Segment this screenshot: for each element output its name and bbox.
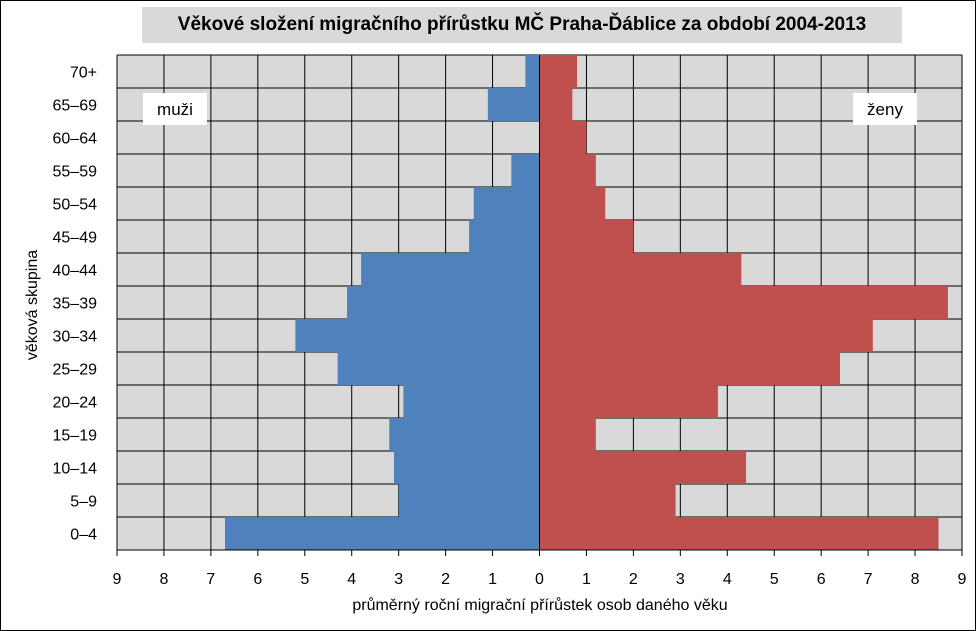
y-tick-label: 25–29 <box>53 362 98 379</box>
bar-muzi <box>398 484 540 517</box>
bar-muzi <box>389 418 540 451</box>
y-tick-label: 40–44 <box>53 263 98 280</box>
x-tick-label: 8 <box>159 571 168 588</box>
y-tick-label: 55–59 <box>53 164 98 181</box>
bar-zeny <box>539 220 634 253</box>
x-tick-label: 9 <box>113 571 122 588</box>
x-tick-label: 6 <box>817 571 826 588</box>
y-tick-label: 60–64 <box>53 131 98 148</box>
bar-muzi <box>473 187 540 220</box>
y-tick-label: 10–14 <box>53 461 98 478</box>
y-tick-label: 35–39 <box>53 296 98 313</box>
bar-muzi <box>347 286 540 319</box>
bar-zeny <box>539 418 596 451</box>
bar-zeny <box>539 154 596 187</box>
bar-zeny <box>539 187 606 220</box>
y-tick-label: 50–54 <box>53 197 98 214</box>
x-tick-label: 1 <box>488 571 497 588</box>
bar-zeny <box>539 517 939 550</box>
bar-zeny <box>539 319 873 352</box>
x-tick-label: 4 <box>723 571 732 588</box>
bar-muzi <box>224 517 540 550</box>
x-tick-label: 1 <box>582 571 591 588</box>
y-tick-label: 15–19 <box>53 428 98 445</box>
bar-muzi <box>337 352 540 385</box>
x-tick-label: 0 <box>535 571 544 588</box>
x-tick-label: 4 <box>347 571 356 588</box>
y-tick-label: 70+ <box>70 65 97 82</box>
x-tick-label: 2 <box>441 571 450 588</box>
bar-muzi <box>295 319 540 352</box>
chart-title: Věkové složení migračního přírůstku MČ P… <box>177 14 867 35</box>
x-tick-label: 6 <box>253 571 262 588</box>
bar-zeny <box>539 253 742 286</box>
legend-label-muzi: muži <box>157 100 193 119</box>
x-tick-label: 7 <box>864 571 873 588</box>
bar-muzi <box>525 55 540 88</box>
x-tick-label: 7 <box>206 571 215 588</box>
x-tick-label: 5 <box>770 571 779 588</box>
y-tick-label: 5–9 <box>70 494 97 511</box>
bar-muzi <box>469 220 540 253</box>
bar-zeny <box>539 451 747 484</box>
x-tick-label: 2 <box>629 571 638 588</box>
y-tick-label: 65–69 <box>53 98 98 115</box>
bar-muzi <box>511 154 540 187</box>
bar-muzi <box>487 88 540 121</box>
title-background <box>142 7 902 43</box>
bar-zeny <box>539 121 587 154</box>
bar-zeny <box>539 484 676 517</box>
x-tick-label: 8 <box>911 571 920 588</box>
legend-box-zeny <box>853 93 917 125</box>
bar-muzi <box>361 253 540 286</box>
bar-zeny <box>539 352 840 385</box>
x-tick-label: 9 <box>958 571 967 588</box>
bar-zeny <box>539 286 948 319</box>
bar-muzi <box>403 385 540 418</box>
x-tick-label: 5 <box>300 571 309 588</box>
bar-zeny <box>539 88 573 121</box>
legend-label-zeny: ženy <box>867 100 903 119</box>
bar-zeny <box>539 385 718 418</box>
x-tick-label: 3 <box>676 571 685 588</box>
x-tick-label: 3 <box>394 571 403 588</box>
bar-zeny <box>539 55 578 88</box>
y-tick-label: 0–4 <box>70 527 97 544</box>
bar-muzi <box>393 451 540 484</box>
y-tick-label: 30–34 <box>53 329 98 346</box>
y-tick-label: 20–24 <box>53 395 98 412</box>
y-tick-label: 45–49 <box>53 230 98 247</box>
legend-box-muzi <box>143 93 207 125</box>
x-axis-label: průměrný roční migrační přírůstek osob d… <box>352 597 728 614</box>
